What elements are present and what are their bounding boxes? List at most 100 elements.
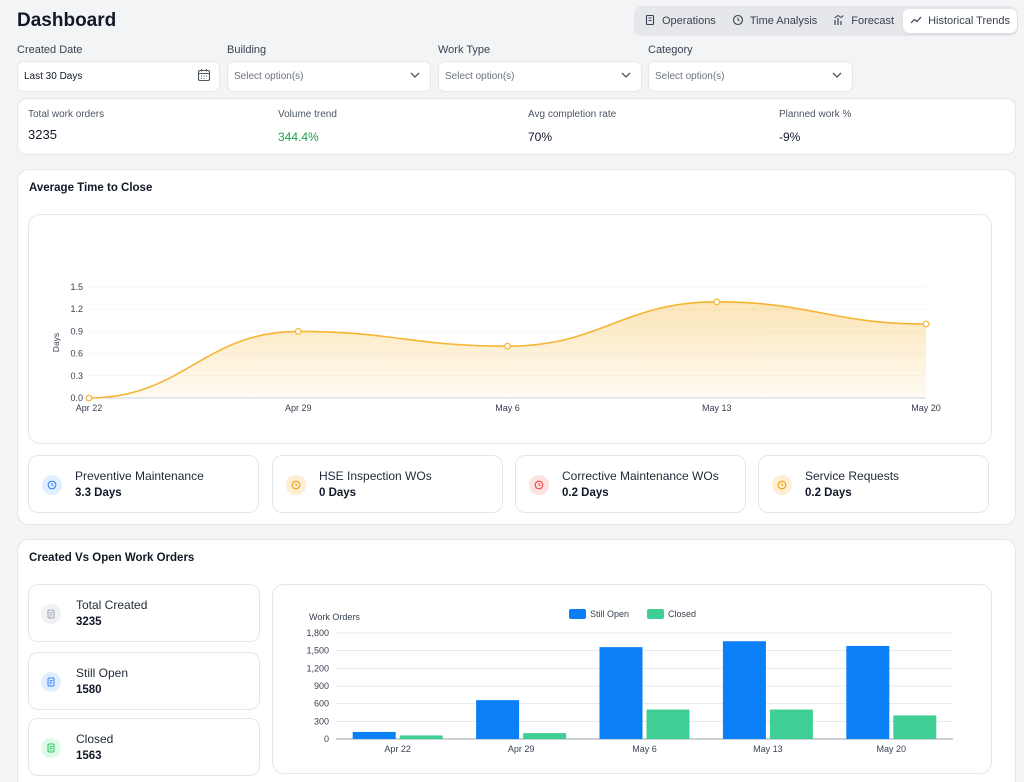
page-title: Dashboard bbox=[17, 10, 117, 31]
kpi-label: Planned work % bbox=[779, 109, 852, 120]
y-axis-label: Work Orders bbox=[309, 612, 360, 622]
stat-hse-inspection: HSE Inspection WOs 0 Days bbox=[272, 455, 503, 513]
x-tick-label: May 6 bbox=[495, 403, 520, 413]
work-type-select[interactable]: Select option(s) bbox=[438, 61, 642, 92]
document-icon bbox=[41, 604, 61, 624]
summary-name: Closed bbox=[76, 732, 114, 746]
work-type-label: Work Type bbox=[438, 44, 491, 56]
chevron-down-icon bbox=[408, 68, 422, 85]
x-tick-label: May 20 bbox=[877, 744, 907, 754]
data-point bbox=[504, 342, 511, 350]
legend-swatch bbox=[569, 609, 586, 619]
y-tick-label: 0 bbox=[324, 734, 329, 744]
x-tick-label: Apr 29 bbox=[508, 744, 535, 754]
summary-value: 1563 bbox=[76, 750, 102, 762]
created-date-value: Last 30 Days bbox=[24, 71, 83, 82]
kpi-total-work-orders: Total work orders 3235 bbox=[28, 109, 104, 142]
forecast-icon bbox=[833, 14, 845, 29]
clock-icon bbox=[42, 475, 62, 495]
tab-label: Forecast bbox=[851, 15, 895, 27]
chevron-down-icon bbox=[830, 68, 844, 85]
x-tick-label: May 13 bbox=[753, 744, 783, 754]
tab-time-analysis[interactable]: Time Analysis bbox=[725, 9, 824, 33]
x-tick-label: May 6 bbox=[632, 744, 657, 754]
y-tick-label: 1,500 bbox=[306, 646, 329, 656]
y-tick-label: 0.3 bbox=[70, 371, 83, 381]
bar-closed bbox=[769, 709, 813, 739]
bar-still-open bbox=[476, 700, 520, 739]
stat-value: 0 Days bbox=[319, 487, 357, 499]
y-tick-label: 300 bbox=[314, 716, 329, 726]
kpi-value: 344.4% bbox=[278, 130, 319, 144]
clock-icon bbox=[772, 475, 792, 495]
y-tick-label: 1.2 bbox=[70, 304, 83, 314]
tab-forecast[interactable]: Forecast bbox=[826, 9, 901, 33]
y-tick-label: 1,200 bbox=[306, 663, 329, 673]
stat-name: Service Requests bbox=[805, 469, 900, 483]
x-tick-label: May 13 bbox=[702, 403, 732, 413]
data-point bbox=[922, 320, 930, 328]
stat-value: 0.2 Days bbox=[562, 487, 609, 499]
y-tick-label: 0.9 bbox=[70, 326, 83, 336]
work-orders-chart-card: 0 300 600 900 1,200 1,500 1,800 Work Orders Apr … bbox=[272, 584, 992, 774]
kpi-label: Total work orders bbox=[28, 109, 105, 120]
work-orders-chart: 0 300 600 900 1,200 1,500 1,800 Work Orders Apr … bbox=[306, 609, 953, 754]
category-select[interactable]: Select option(s) bbox=[648, 61, 853, 92]
tab-label: Time Analysis bbox=[749, 15, 818, 27]
calendar-icon[interactable] bbox=[197, 68, 211, 85]
category-label: Category bbox=[648, 44, 693, 56]
y-tick-label: 1,800 bbox=[306, 628, 329, 638]
stat-value: 0.2 Days bbox=[805, 487, 852, 499]
chevron-down-icon bbox=[619, 68, 633, 85]
summary-name: Still Open bbox=[76, 666, 129, 680]
summary-closed: Closed 1563 bbox=[28, 718, 260, 776]
building-label: Building bbox=[227, 44, 267, 56]
kpi-value: -9% bbox=[779, 130, 801, 144]
summary-total-created: Total Created 3235 bbox=[28, 584, 260, 642]
summary-name: Total Created bbox=[76, 598, 148, 612]
kpi-avg-completion-rate: Avg completion rate 70% bbox=[528, 109, 616, 144]
created-date-label: Created Date bbox=[17, 44, 83, 56]
stat-name: Corrective Maintenance WOs bbox=[562, 469, 719, 483]
stat-value: 3.3 Days bbox=[75, 487, 122, 499]
y-tick-label: 600 bbox=[314, 699, 329, 709]
panel-title: Created Vs Open Work Orders bbox=[29, 552, 195, 564]
kpi-volume-trend: Volume trend 344.4% bbox=[278, 109, 337, 144]
document-icon bbox=[41, 672, 61, 692]
x-tick-label: May 20 bbox=[911, 403, 941, 413]
series-area bbox=[89, 301, 926, 398]
bar-closed bbox=[399, 735, 443, 739]
tab-operations[interactable]: Operations bbox=[637, 9, 723, 33]
data-point bbox=[85, 394, 93, 402]
kpi-planned-work: Planned work % -9% bbox=[779, 109, 851, 144]
kpi-value: 3235 bbox=[28, 127, 57, 142]
kpi-summary-card: Total work orders 3235 Volume trend 344.… bbox=[17, 98, 1016, 155]
summary-value: 1580 bbox=[76, 684, 102, 696]
bar-still-open bbox=[599, 647, 643, 739]
kpi-value: 70% bbox=[528, 130, 553, 144]
document-icon bbox=[41, 738, 61, 758]
data-point bbox=[294, 327, 302, 335]
stat-corrective-maintenance: Corrective Maintenance WOs 0.2 Days bbox=[515, 455, 746, 513]
bar-closed bbox=[523, 733, 567, 739]
data-point bbox=[713, 298, 721, 306]
building-select[interactable]: Select option(s) bbox=[227, 61, 431, 92]
trend-line-icon bbox=[910, 14, 922, 29]
y-tick-label: 0.0 bbox=[70, 393, 83, 403]
view-tabs: Operations Time Analysis Forecast Histor… bbox=[634, 6, 1018, 36]
clock-icon bbox=[286, 475, 306, 495]
building-placeholder: Select option(s) bbox=[234, 71, 304, 82]
bar-closed bbox=[893, 715, 937, 739]
y-tick-label: 900 bbox=[314, 681, 329, 691]
legend-swatch bbox=[647, 609, 664, 619]
summary-value: 3235 bbox=[76, 616, 102, 628]
avg-time-chart-card: 0.0 0.3 0.6 0.9 1.2 1.5 Apr 22 Apr 29 May 6 May 1… bbox=[28, 214, 992, 444]
summary-still-open: Still Open 1580 bbox=[28, 652, 260, 710]
panel-title: Average Time to Close bbox=[29, 182, 153, 194]
created-date-select[interactable]: Last 30 Days bbox=[17, 61, 220, 92]
y-tick-label: 1.5 bbox=[70, 282, 83, 292]
y-axis-label: Days bbox=[51, 333, 61, 352]
tab-label: Operations bbox=[662, 15, 716, 27]
stat-name: Preventive Maintenance bbox=[75, 469, 204, 483]
tab-historical-trends[interactable]: Historical Trends bbox=[903, 9, 1017, 33]
